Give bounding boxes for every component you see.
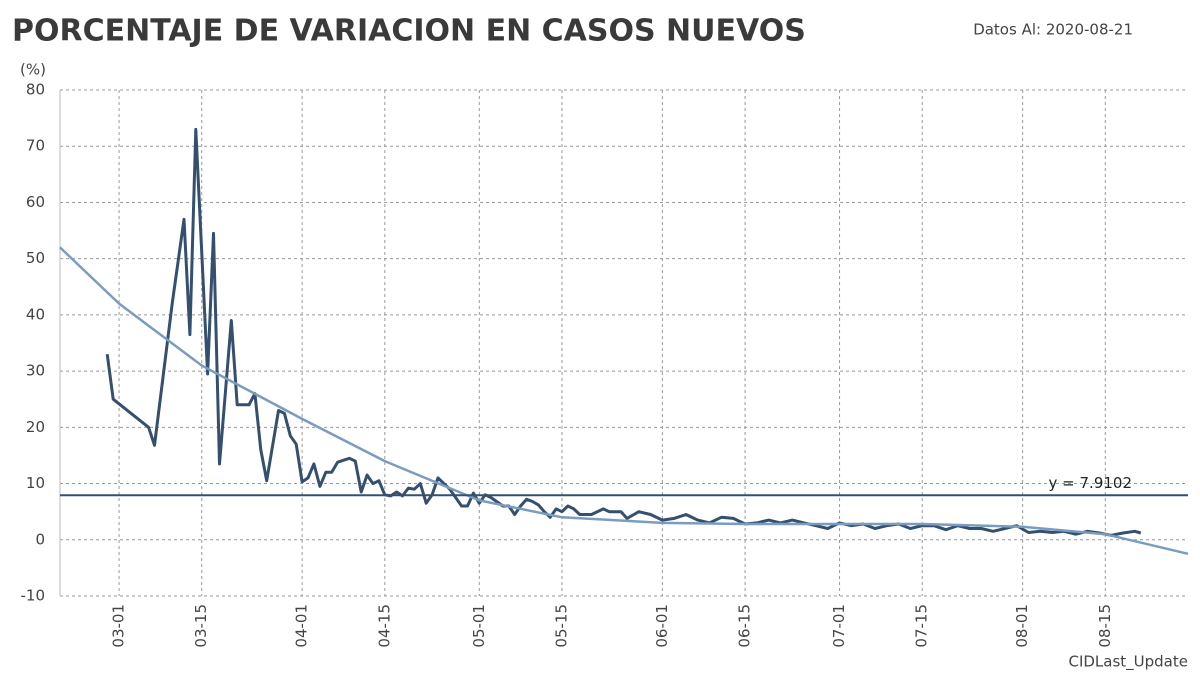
line-series [59,246,1189,556]
reference-label: y = 7.9102 [1049,474,1132,492]
subtitle: Datos Al: 2020-08-21 [973,21,1133,39]
x-tick-label: 06-15 [736,604,754,648]
y-tick-label: 60 [26,193,45,211]
y-tick-label: 80 [26,81,45,99]
y-tick-label: 70 [26,137,45,155]
x-tick-label: 03-15 [192,604,210,648]
x-tick-label: 06-01 [653,604,671,648]
y-tick-label: 0 [35,530,45,548]
y-tick-label: 30 [26,362,45,380]
x-tick-label: 08-01 [1013,604,1031,648]
x-tick-label: 04-15 [375,604,393,648]
line-series [105,127,1142,537]
y-tick-label: 20 [26,418,45,436]
y-tick-label: 50 [26,249,45,267]
y-tick-label: -10 [21,587,46,605]
x-tick-label: 05-15 [552,604,570,648]
x-tick-label: 07-01 [830,604,848,648]
x-tick-label: 08-15 [1096,604,1114,648]
y-tick-label: 40 [26,305,45,323]
x-tick-label: 07-15 [913,604,931,648]
x-tick-label: 05-01 [470,604,488,648]
y-axis-label: (%) [20,61,46,79]
x-axis-label: CIDLast_Update [1068,653,1188,672]
x-tick-label: 04-01 [293,604,311,648]
y-tick-label: 10 [26,474,45,492]
chart-title: PORCENTAJE DE VARIACION EN CASOS NUEVOS [12,14,806,49]
x-tick-label: 03-01 [110,604,128,648]
